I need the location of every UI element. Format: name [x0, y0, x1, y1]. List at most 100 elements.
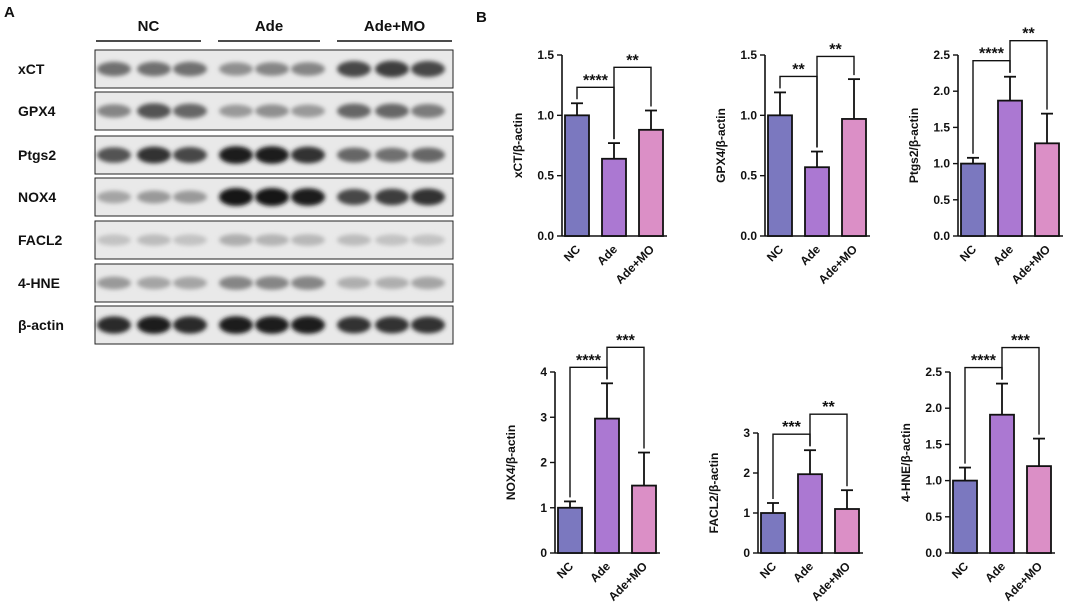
- blot-band: [255, 62, 289, 76]
- blot-band: [255, 234, 289, 246]
- blot-band: [219, 146, 253, 164]
- blot-band: [137, 316, 171, 334]
- significance-bracket: [606, 346, 645, 449]
- y-tick-label: 1.0: [537, 108, 554, 122]
- blot-band: [411, 276, 445, 290]
- significance-label: ***: [1011, 333, 1030, 350]
- significance-label: **: [792, 61, 805, 78]
- significance-bracket: [613, 66, 652, 140]
- y-tick-label: 1.5: [537, 48, 554, 62]
- bar-ade: [594, 417, 620, 554]
- y-tick-label: 0.0: [740, 229, 757, 243]
- x-tick-label: Ade+MO: [816, 242, 861, 287]
- blot-band: [375, 316, 409, 334]
- blot-band: [219, 62, 253, 76]
- blot-band: [97, 276, 131, 290]
- x-tick-label: Ade: [982, 559, 1008, 585]
- x-tick-label: Ade: [587, 559, 613, 585]
- x-tick-label: NC: [957, 242, 979, 264]
- y-tick-label: 1: [743, 506, 750, 520]
- x-tick-label: Ade: [594, 242, 620, 268]
- blot-protein-label: β-actin: [18, 317, 64, 333]
- blot-band: [137, 61, 171, 77]
- significance-label: **: [829, 41, 842, 58]
- chart-6: 0.0 0.5 1.0 1.5 2.0 2.5 4-HNE/β-actin NC AdeAde+…: [899, 333, 1055, 604]
- blot-band: [137, 103, 171, 119]
- blot-band: [173, 276, 207, 290]
- y-tick-label: 3: [540, 410, 547, 424]
- blot-band: [337, 234, 371, 246]
- chart-3: 0.0 0.5 1.0 1.5 2.0 2.5 Ptgs2/β-actin NC AdeAde+…: [907, 26, 1063, 287]
- x-tick-label: NC: [757, 559, 779, 581]
- significance-bracket: [1001, 346, 1040, 435]
- blot-band: [411, 61, 445, 77]
- bar-ade-mo: [841, 118, 867, 237]
- group-label: Ade+MO: [364, 18, 426, 35]
- group-label: NC: [138, 18, 160, 35]
- significance-bracket: [1009, 40, 1048, 110]
- bar-nc: [767, 114, 793, 237]
- y-tick-label: 2: [743, 466, 750, 480]
- significance-bracket: [816, 55, 855, 148]
- significance-label: **: [1022, 26, 1035, 43]
- blot-protein-label: FACL2: [18, 232, 63, 248]
- y-axis-label: 4-HNE/β-actin: [899, 423, 913, 502]
- blot-band: [337, 277, 371, 289]
- blot-band: [97, 190, 131, 204]
- blot-protein-label: 4-HNE: [18, 275, 60, 291]
- blot-band: [411, 188, 445, 206]
- blot-band: [375, 277, 409, 289]
- blot-band: [291, 146, 325, 164]
- blot-band: [97, 316, 131, 334]
- x-tick-label: Ade+MO: [606, 559, 651, 604]
- blot-band: [291, 188, 325, 206]
- blot-band: [173, 103, 207, 119]
- y-tick-label: 1.0: [925, 474, 942, 488]
- y-axis-label: FACL2/β-actin: [707, 453, 721, 534]
- significance-label: ****: [576, 352, 602, 369]
- significance-label: ****: [971, 353, 997, 370]
- y-tick-label: 3: [743, 426, 750, 440]
- panel-b-label: B: [476, 9, 487, 26]
- blot-band: [255, 316, 289, 334]
- y-tick-label: 2.5: [933, 48, 950, 62]
- bar-nc: [760, 512, 786, 554]
- x-tick-label: Ade+MO: [613, 242, 658, 287]
- blot-protein-label: NOX4: [18, 189, 56, 205]
- blot-band: [375, 147, 409, 163]
- significance-label: ****: [583, 72, 609, 89]
- y-axis-label: xCT/β-actin: [511, 113, 525, 178]
- panel-a-label: A: [4, 4, 15, 21]
- bar-nc: [564, 114, 590, 237]
- y-tick-label: 1.5: [740, 48, 757, 62]
- x-tick-label: Ade+MO: [1009, 242, 1054, 287]
- blot-band: [411, 316, 445, 334]
- blot-band: [337, 189, 371, 205]
- y-tick-label: 1.0: [933, 157, 950, 171]
- blot-band: [97, 104, 131, 118]
- blot-band: [291, 276, 325, 290]
- y-tick-label: 2.0: [925, 401, 942, 415]
- y-tick-label: 4: [540, 365, 547, 379]
- blot-band: [411, 104, 445, 118]
- y-tick-label: 1.5: [933, 120, 950, 134]
- blot-protein-label: GPX4: [18, 103, 56, 119]
- blot-band: [219, 276, 253, 290]
- y-tick-label: 0.5: [537, 169, 554, 183]
- x-tick-label: NC: [764, 242, 786, 264]
- y-tick-label: 0.5: [933, 193, 950, 207]
- blot-protein-label: Ptgs2: [18, 147, 56, 163]
- x-tick-label: Ade+MO: [1001, 559, 1046, 604]
- group-label: Ade: [255, 18, 283, 35]
- x-tick-label: NC: [554, 559, 576, 581]
- blot-band: [137, 234, 171, 246]
- blot-band: [291, 62, 325, 76]
- blot-band: [375, 60, 409, 78]
- bar-ade-mo: [1026, 465, 1052, 554]
- blot-band: [219, 188, 253, 206]
- blot-band: [337, 316, 371, 334]
- y-axis-label: Ptgs2/β-actin: [907, 108, 921, 183]
- bar-ade: [601, 157, 627, 237]
